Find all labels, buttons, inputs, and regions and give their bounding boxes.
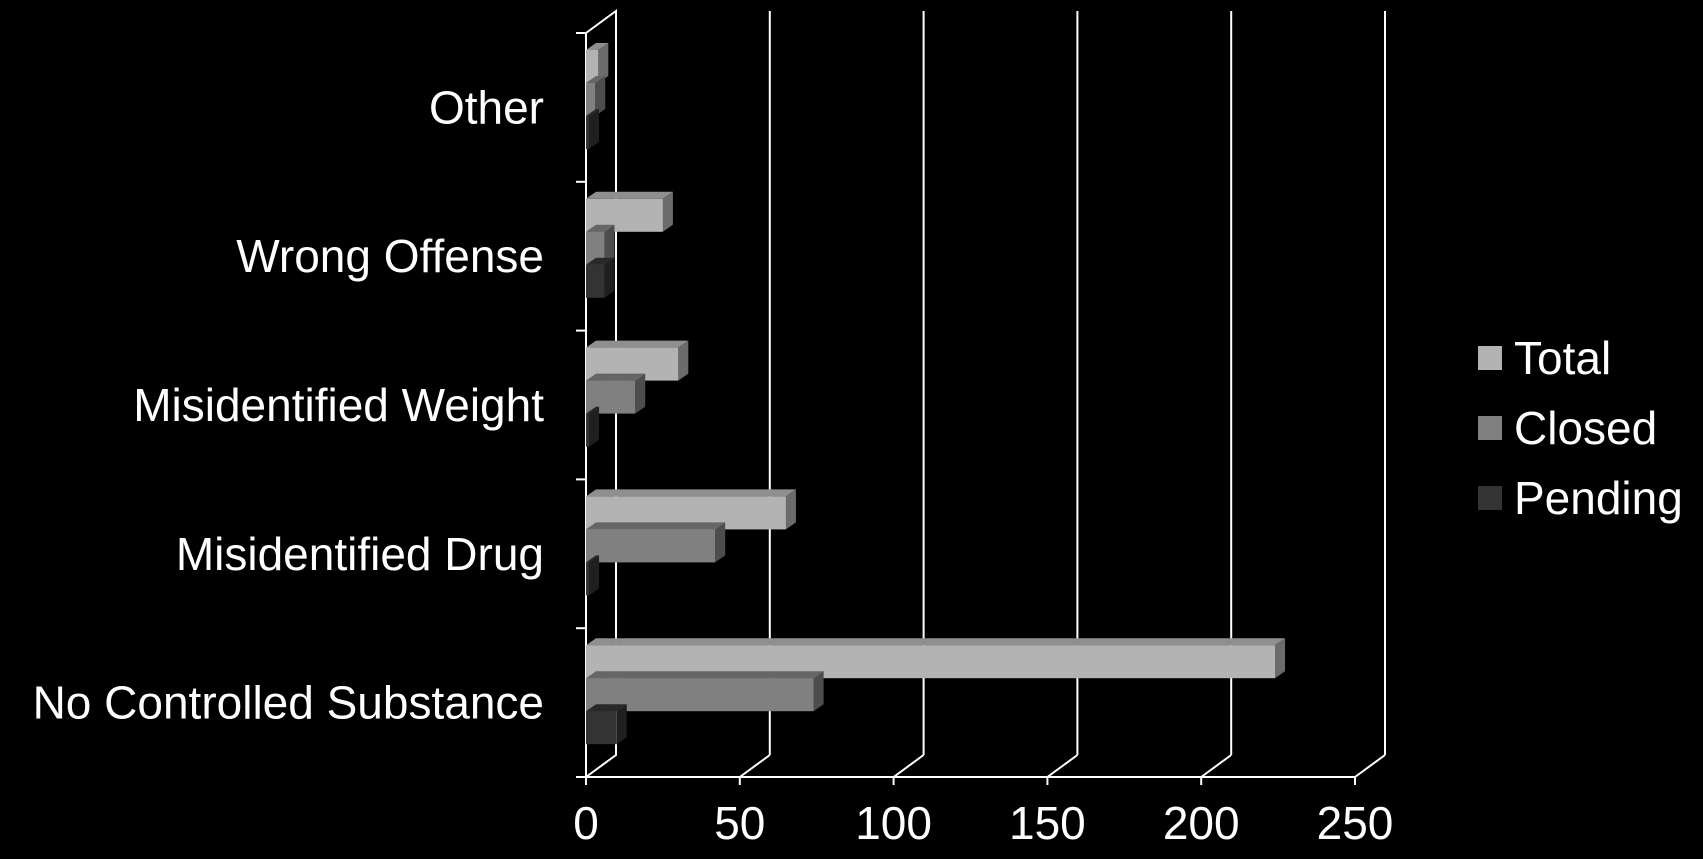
bar-pending-wrong-offense [586,257,615,298]
category-label-misidentified-drug: Misidentified Drug [176,528,544,580]
bar-end-face [1275,638,1286,679]
category-label-misidentified-weight: Misidentified Weight [133,379,544,431]
x-tick-label: 50 [714,797,765,849]
bar-end-face [589,406,600,447]
x-tick-label: 0 [573,797,599,849]
bar-end-face [678,340,689,381]
legend-label: Closed [1514,402,1657,454]
gridline-floor [739,754,771,778]
bar-top-face [586,373,646,381]
legend-item-pending: Pending [1478,472,1683,524]
x-tick-label: 100 [855,797,932,849]
bar-front-face [586,83,596,116]
bar-end-face [715,522,726,563]
bar-top-face [586,43,609,50]
bar-end-face [785,489,796,530]
bar-end-face [589,109,600,149]
bar-front-face [586,413,590,447]
bar-top-face [586,109,600,116]
legend-swatch [1478,346,1502,370]
legend-item-total: Total [1478,332,1611,384]
legend-swatch [1478,416,1502,440]
bar-closed-other [586,76,606,116]
bar-end-face [616,704,627,745]
bar-closed-wrong-offense [586,224,615,265]
legend-swatch [1478,486,1502,510]
bar-end-face [604,257,615,298]
legend: Total Closed Pending [1478,332,1683,524]
bar-top-face [586,257,615,265]
x-tick-labels: 0 50 100 150 200 250 [573,797,1393,849]
bar-front-face [586,264,605,298]
bar-top-face [586,489,796,497]
bar-pending-other [586,109,600,149]
gridline-floor [1200,754,1232,778]
bar-end-face [589,555,600,596]
category-label-no-controlled-substance: No Controlled Substance [33,677,544,729]
legend-item-closed: Closed [1478,402,1657,454]
bar-pending-misidentified-drug [586,555,600,596]
bar-pending-no-controlled-substance [586,704,627,745]
gridline-floor [1354,754,1386,778]
x-tick-label: 150 [1009,797,1086,849]
bar-end-face [604,224,615,265]
bar-top-face [586,555,600,563]
bar-closed-misidentified-drug [586,522,726,563]
bar-front-face [586,231,605,265]
bar-front-face [586,711,617,745]
bar-top-face [586,340,689,348]
bar-pending-misidentified-weight [586,406,600,447]
gridline-floor [893,754,925,778]
bar-end-face [813,671,824,712]
bar-top-face [586,191,673,199]
x-tick-label: 200 [1163,797,1240,849]
category-label-other: Other [429,81,544,133]
bar-front-face [586,562,590,596]
bar-front-face [586,116,590,149]
legend-label: Total [1514,332,1611,384]
bar-top-face [586,406,600,414]
bar-top-face [586,638,1286,646]
bar-front-face [586,50,599,83]
bar-top-face [586,76,606,83]
bar-top-face [586,704,627,712]
bar-end-face [662,191,673,232]
bar-top-face [586,522,726,530]
category-labels: Other Wrong Offense Misidentified Weight Mi… [33,81,545,728]
bar-front-face [586,529,716,563]
gridline-floor [1046,754,1078,778]
bar-end-face [635,373,646,414]
category-label-wrong-offense: Wrong Offense [236,230,544,282]
bars [586,43,1286,745]
bar-total-other [586,43,609,83]
legend-label: Pending [1514,472,1683,524]
gridlines [739,11,1386,778]
bar-top-face [586,224,615,232]
bar-end-face [595,76,606,116]
bar-end-face [598,43,609,83]
bar-top-face [586,671,824,679]
x-tick-label: 250 [1317,797,1394,849]
